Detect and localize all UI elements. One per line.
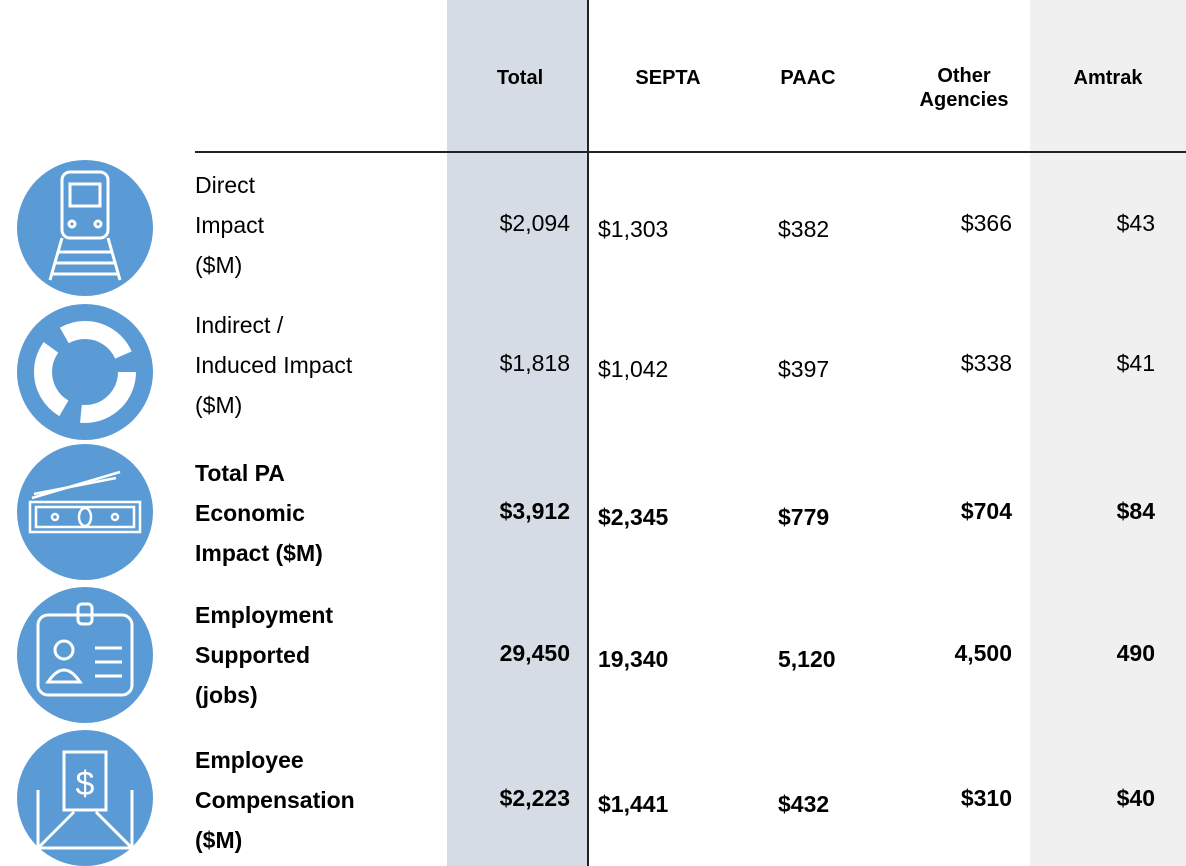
amtrak-column-shade <box>1030 0 1186 866</box>
row-label: Economic <box>195 500 305 526</box>
table-cell: $2,223 <box>499 785 570 811</box>
row-label: Compensation <box>195 787 355 813</box>
row-label: Employment <box>195 602 334 628</box>
row-label: Direct <box>195 172 256 198</box>
table-cell: $397 <box>778 356 830 382</box>
table-cell: $1,303 <box>598 216 669 242</box>
table-cell: $432 <box>778 791 830 817</box>
table-cell: $43 <box>1116 210 1155 236</box>
table-cell: 490 <box>1116 640 1155 666</box>
column-header: Agencies <box>919 89 1009 111</box>
column-header: SEPTA <box>635 67 701 89</box>
column-header: PAAC <box>780 67 836 89</box>
table-cell: 19,340 <box>598 646 669 672</box>
envelope-icon: $ <box>17 730 153 866</box>
table-cell: $41 <box>1116 350 1155 376</box>
row-label: Indirect / <box>195 312 284 338</box>
table-cell: 4,500 <box>954 640 1012 666</box>
cycle-icon <box>17 304 153 440</box>
vertical-divider <box>587 0 589 866</box>
table-cell: $3,912 <box>499 498 570 524</box>
table-cell: $1,818 <box>499 350 570 376</box>
table-cell: $84 <box>1116 498 1155 524</box>
row-label: Induced Impact <box>195 352 353 378</box>
row-label: Employee <box>195 747 304 773</box>
column-header: Amtrak <box>1073 67 1143 89</box>
table-cell: $40 <box>1116 785 1155 811</box>
row-label: ($M) <box>195 827 243 853</box>
table-cell: $382 <box>778 216 830 242</box>
column-header: Other <box>937 65 991 87</box>
row-label: Impact ($M) <box>195 540 323 566</box>
table-cell: $338 <box>960 350 1012 376</box>
row-label: ($M) <box>195 252 243 278</box>
table-cell: $779 <box>778 504 830 530</box>
row-label: (jobs) <box>195 682 258 708</box>
table-cell: $1,441 <box>598 791 669 817</box>
row-label: Total PA <box>195 460 285 486</box>
column-header: Total <box>496 67 544 89</box>
table-cell: 5,120 <box>778 646 836 672</box>
header-divider <box>195 151 1186 153</box>
table-cell: $310 <box>960 785 1012 811</box>
table-cell: $704 <box>960 498 1012 524</box>
table-cell: $2,094 <box>499 210 570 236</box>
table-cell: $366 <box>960 210 1012 236</box>
badge-icon <box>17 587 153 723</box>
money-icon <box>17 444 153 580</box>
table-cell: $1,042 <box>598 356 669 382</box>
row-label: ($M) <box>195 392 243 418</box>
total-column-shade <box>447 0 588 866</box>
train-icon <box>17 160 153 296</box>
row-label: Supported <box>195 642 310 668</box>
table-cell: $2,345 <box>598 504 669 530</box>
row-icons: $ <box>17 160 153 866</box>
svg-text:$: $ <box>76 765 95 803</box>
table-cell: 29,450 <box>499 640 570 666</box>
row-label: Impact <box>195 212 265 238</box>
